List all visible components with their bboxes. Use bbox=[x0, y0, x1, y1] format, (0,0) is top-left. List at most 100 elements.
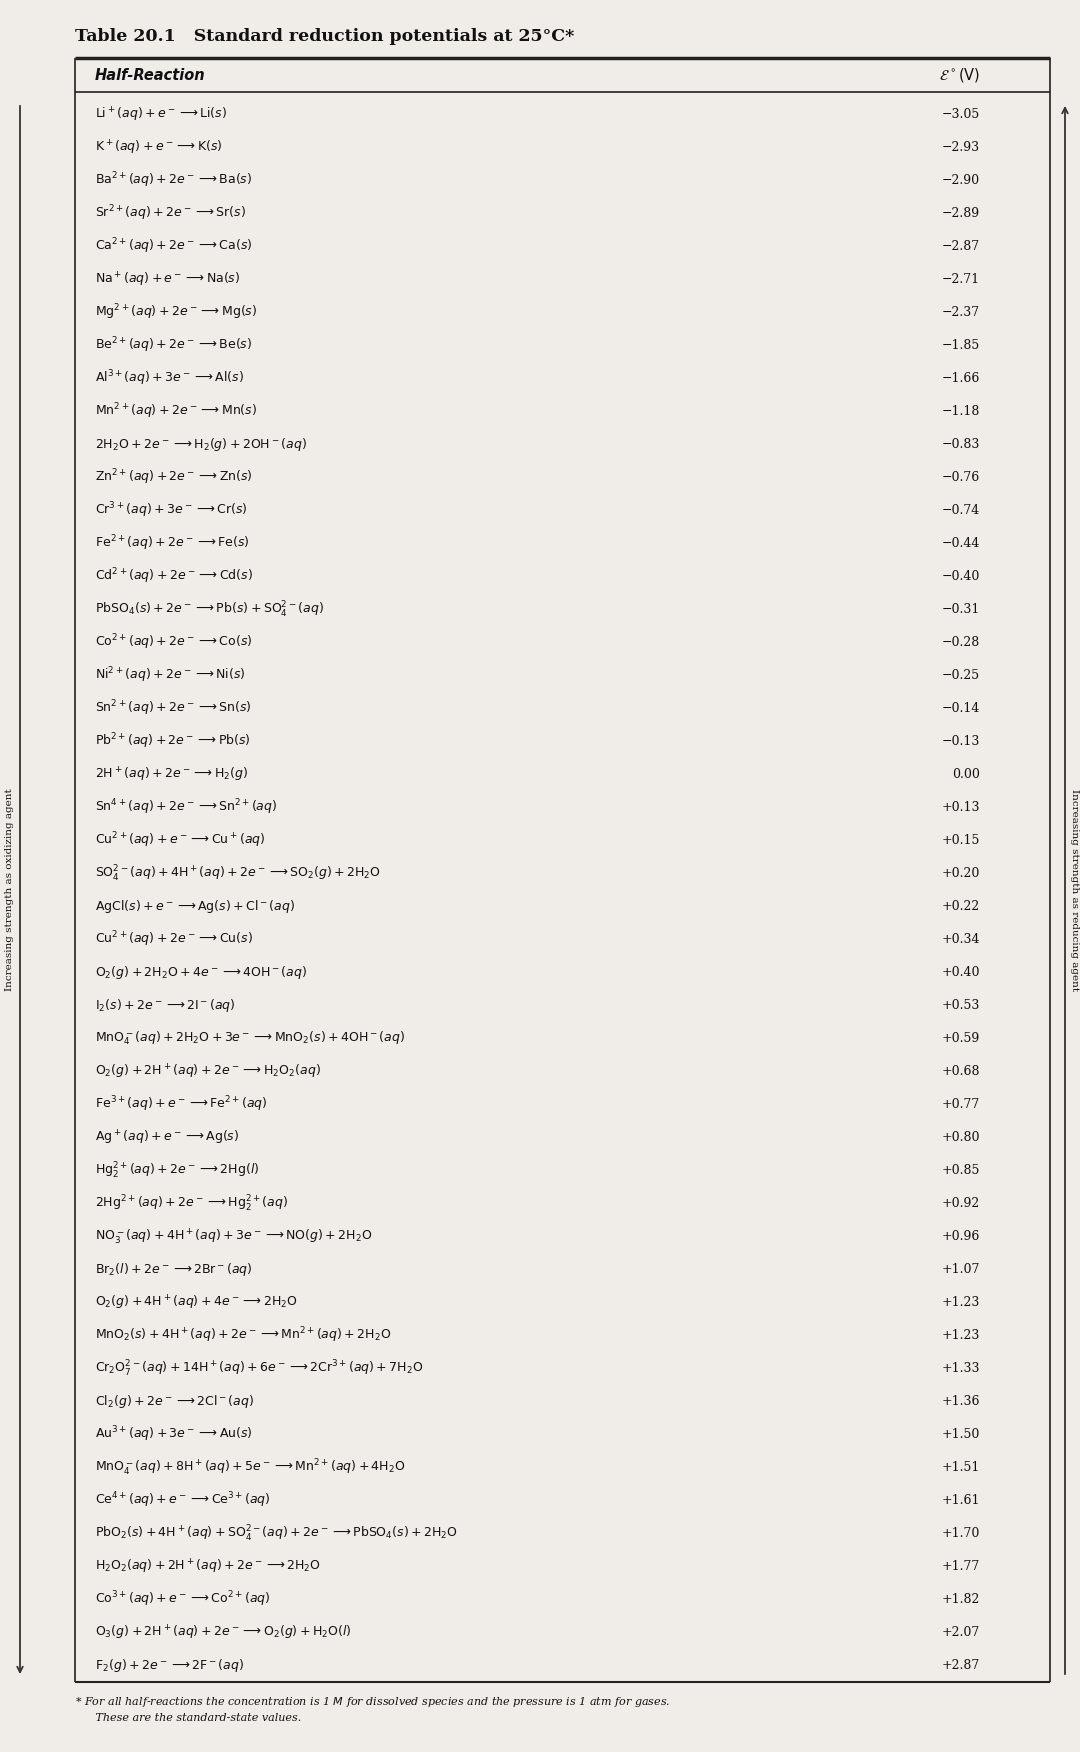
Text: +1.61: +1.61 bbox=[942, 1494, 980, 1507]
Text: −0.74: −0.74 bbox=[942, 505, 980, 517]
Text: Table 20.1   Standard reduction potentials at 25°C*: Table 20.1 Standard reduction potentials… bbox=[75, 28, 575, 46]
Text: −0.25: −0.25 bbox=[942, 669, 980, 682]
Text: $\mathrm{PbO_2(\mathit{s}) + 4H^+(\mathit{aq}) + SO_4^{2-}(\mathit{aq}) + 2\math: $\mathrm{PbO_2(\mathit{s}) + 4H^+(\mathi… bbox=[95, 1524, 458, 1544]
Text: +0.34: +0.34 bbox=[942, 934, 980, 946]
Text: −0.28: −0.28 bbox=[942, 636, 980, 648]
Text: +0.40: +0.40 bbox=[942, 965, 980, 979]
Text: +0.15: +0.15 bbox=[942, 834, 980, 846]
Text: $\mathrm{MnO_2(\mathit{s}) + 4H^+(\mathit{aq}) + 2\mathit{e}^- \longrightarrow M: $\mathrm{MnO_2(\mathit{s}) + 4H^+(\mathi… bbox=[95, 1326, 391, 1346]
Text: $\mathrm{Au^{3+}(\mathit{aq}) + 3\mathit{e}^- \longrightarrow Au(\mathit{s})}$: $\mathrm{Au^{3+}(\mathit{aq}) + 3\mathit… bbox=[95, 1424, 253, 1444]
Text: −2.90: −2.90 bbox=[942, 173, 980, 187]
Text: +1.33: +1.33 bbox=[942, 1361, 980, 1375]
Text: These are the standard-state values.: These are the standard-state values. bbox=[85, 1713, 301, 1722]
Text: +1.70: +1.70 bbox=[942, 1528, 980, 1540]
Text: +1.23: +1.23 bbox=[942, 1296, 980, 1309]
Text: $\mathcal{E}^\circ\mathrm{(V)}$: $\mathcal{E}^\circ\mathrm{(V)}$ bbox=[939, 67, 980, 84]
Text: $\mathrm{Li^+(\mathit{aq}) + \mathit{e}^- \longrightarrow Li(\mathit{s})}$: $\mathrm{Li^+(\mathit{aq}) + \mathit{e}^… bbox=[95, 105, 227, 124]
Text: $\mathrm{Al^{3+}(\mathit{aq}) + 3\mathit{e}^- \longrightarrow Al(\mathit{s})}$: $\mathrm{Al^{3+}(\mathit{aq}) + 3\mathit… bbox=[95, 368, 244, 389]
Text: −2.87: −2.87 bbox=[942, 240, 980, 252]
Text: +0.59: +0.59 bbox=[942, 1032, 980, 1044]
Text: $\mathrm{SO_4^{2-}(\mathit{aq}) + 4H^+(\mathit{aq}) + 2\mathit{e}^- \longrightar: $\mathrm{SO_4^{2-}(\mathit{aq}) + 4H^+(\… bbox=[95, 864, 381, 883]
Text: +0.85: +0.85 bbox=[942, 1163, 980, 1177]
Text: $\mathrm{MnO_4^-(\mathit{aq}) + 8H^+(\mathit{aq}) + 5\mathit{e}^- \longrightarro: $\mathrm{MnO_4^-(\mathit{aq}) + 8H^+(\ma… bbox=[95, 1458, 405, 1477]
Text: −0.40: −0.40 bbox=[942, 569, 980, 583]
Text: +0.53: +0.53 bbox=[942, 999, 980, 1013]
Text: $\mathrm{Cr_2O_7^{2-}(\mathit{aq}) + 14H^+(\mathit{aq}) + 6\mathit{e}^- \longrig: $\mathrm{Cr_2O_7^{2-}(\mathit{aq}) + 14H… bbox=[95, 1358, 423, 1379]
Text: $\mathrm{K^+(\mathit{aq}) + \mathit{e}^- \longrightarrow K(\mathit{s})}$: $\mathrm{K^+(\mathit{aq}) + \mathit{e}^-… bbox=[95, 138, 222, 156]
Text: −2.37: −2.37 bbox=[942, 307, 980, 319]
Text: $\mathrm{Pb^{2+}(\mathit{aq}) + 2\mathit{e}^- \longrightarrow Pb(\mathit{s})}$: $\mathrm{Pb^{2+}(\mathit{aq}) + 2\mathit… bbox=[95, 732, 251, 752]
Text: $\mathrm{Ag^+(\mathit{aq}) + \mathit{e}^- \longrightarrow Ag(\mathit{s})}$: $\mathrm{Ag^+(\mathit{aq}) + \mathit{e}^… bbox=[95, 1128, 240, 1146]
Text: $\mathrm{Co^{3+}(\mathit{aq}) + \mathit{e}^- \longrightarrow Co^{2+}(\mathit{aq}: $\mathrm{Co^{3+}(\mathit{aq}) + \mathit{… bbox=[95, 1589, 270, 1610]
Text: +2.07: +2.07 bbox=[942, 1626, 980, 1640]
Text: −1.85: −1.85 bbox=[942, 338, 980, 352]
Text: $\mathrm{I_2(\mathit{s}) + 2\mathit{e}^- \longrightarrow 2I^-(\mathit{aq})}$: $\mathrm{I_2(\mathit{s}) + 2\mathit{e}^-… bbox=[95, 997, 235, 1014]
Text: $\mathrm{O_2(\mathit{g}) + 2H_2O + 4\mathit{e}^- \longrightarrow 4OH^-(\mathit{a: $\mathrm{O_2(\mathit{g}) + 2H_2O + 4\mat… bbox=[95, 964, 308, 981]
Text: $\mathrm{Fe^{2+}(\mathit{aq}) + 2\mathit{e}^- \longrightarrow Fe(\mathit{s})}$: $\mathrm{Fe^{2+}(\mathit{aq}) + 2\mathit… bbox=[95, 534, 249, 554]
Text: −0.76: −0.76 bbox=[942, 471, 980, 484]
Text: Half-Reaction: Half-Reaction bbox=[95, 68, 205, 82]
Text: $\mathrm{Ba^{2+}(\mathit{aq}) + 2\mathit{e}^- \longrightarrow Ba(\mathit{s})}$: $\mathrm{Ba^{2+}(\mathit{aq}) + 2\mathit… bbox=[95, 170, 253, 191]
Text: $\mathrm{Mn^{2+}(\mathit{aq}) + 2\mathit{e}^- \longrightarrow Mn(\mathit{s})}$: $\mathrm{Mn^{2+}(\mathit{aq}) + 2\mathit… bbox=[95, 401, 257, 420]
Text: +2.87: +2.87 bbox=[942, 1659, 980, 1671]
Text: $\mathrm{O_2(\mathit{g}) + 4H^+(\mathit{aq}) + 4\mathit{e}^- \longrightarrow 2H_: $\mathrm{O_2(\mathit{g}) + 4H^+(\mathit{… bbox=[95, 1293, 298, 1312]
Text: +1.51: +1.51 bbox=[942, 1461, 980, 1473]
Text: $\mathrm{Hg_2^{2+}(\mathit{aq}) + 2\mathit{e}^- \longrightarrow 2Hg(\mathit{l})}: $\mathrm{Hg_2^{2+}(\mathit{aq}) + 2\math… bbox=[95, 1160, 259, 1181]
Text: +1.36: +1.36 bbox=[942, 1395, 980, 1409]
Text: $\mathrm{Sr^{2+}(\mathit{aq}) + 2\mathit{e}^- \longrightarrow Sr(\mathit{s})}$: $\mathrm{Sr^{2+}(\mathit{aq}) + 2\mathit… bbox=[95, 203, 246, 223]
Text: −0.83: −0.83 bbox=[942, 438, 980, 450]
Text: $\mathrm{NO_3^-(\mathit{aq}) + 4H^+(\mathit{aq}) + 3\mathit{e}^- \longrightarrow: $\mathrm{NO_3^-(\mathit{aq}) + 4H^+(\mat… bbox=[95, 1226, 373, 1246]
Text: $\mathrm{Mg^{2+}(\mathit{aq}) + 2\mathit{e}^- \longrightarrow Mg(\mathit{s})}$: $\mathrm{Mg^{2+}(\mathit{aq}) + 2\mathit… bbox=[95, 303, 257, 322]
Text: $\mathrm{Ce^{4+}(\mathit{aq}) + \mathit{e}^- \longrightarrow Ce^{3+}(\mathit{aq}: $\mathrm{Ce^{4+}(\mathit{aq}) + \mathit{… bbox=[95, 1491, 270, 1510]
Text: $\mathrm{2H^+(\mathit{aq}) + 2\mathit{e}^- \longrightarrow H_2(\mathit{g})}$: $\mathrm{2H^+(\mathit{aq}) + 2\mathit{e}… bbox=[95, 766, 248, 783]
Text: $\mathrm{H_2O_2(\mathit{aq}) + 2H^+(\mathit{aq}) + 2\mathit{e}^- \longrightarrow: $\mathrm{H_2O_2(\mathit{aq}) + 2H^+(\mat… bbox=[95, 1558, 321, 1575]
Text: $\mathrm{2H_2O + 2\mathit{e}^- \longrightarrow H_2(\mathit{g}) + 2OH^-(\mathit{a: $\mathrm{2H_2O + 2\mathit{e}^- \longrigh… bbox=[95, 436, 307, 454]
Text: $\mathrm{Fe^{3+}(\mathit{aq}) + \mathit{e}^- \longrightarrow Fe^{2+}(\mathit{aq}: $\mathrm{Fe^{3+}(\mathit{aq}) + \mathit{… bbox=[95, 1095, 268, 1114]
Text: $\mathrm{Ca^{2+}(\mathit{aq}) + 2\mathit{e}^- \longrightarrow Ca(\mathit{s})}$: $\mathrm{Ca^{2+}(\mathit{aq}) + 2\mathit… bbox=[95, 237, 253, 256]
Text: −0.14: −0.14 bbox=[942, 703, 980, 715]
Text: $\mathrm{Zn^{2+}(\mathit{aq}) + 2\mathit{e}^- \longrightarrow Zn(\mathit{s})}$: $\mathrm{Zn^{2+}(\mathit{aq}) + 2\mathit… bbox=[95, 468, 253, 487]
Text: −2.71: −2.71 bbox=[942, 273, 980, 286]
Text: +0.13: +0.13 bbox=[942, 801, 980, 815]
Text: +1.07: +1.07 bbox=[942, 1263, 980, 1275]
Text: $\mathrm{Be^{2+}(\mathit{aq}) + 2\mathit{e}^- \longrightarrow Be(\mathit{s})}$: $\mathrm{Be^{2+}(\mathit{aq}) + 2\mathit… bbox=[95, 336, 253, 356]
Text: $\mathrm{MnO_4^-(\mathit{aq}) + 2H_2O + 3\mathit{e}^- \longrightarrow MnO_2(\mat: $\mathrm{MnO_4^-(\mathit{aq}) + 2H_2O + … bbox=[95, 1030, 405, 1048]
Text: +0.22: +0.22 bbox=[942, 901, 980, 913]
Text: $\mathrm{O_2(\mathit{g}) + 2H^+(\mathit{aq}) + 2\mathit{e}^- \longrightarrow H_2: $\mathrm{O_2(\mathit{g}) + 2H^+(\mathit{… bbox=[95, 1062, 321, 1081]
Text: −2.93: −2.93 bbox=[942, 140, 980, 154]
Text: $\mathrm{2Hg^{2+}(\mathit{aq}) + 2\mathit{e}^- \longrightarrow Hg_2^{2+}(\mathit: $\mathrm{2Hg^{2+}(\mathit{aq}) + 2\mathi… bbox=[95, 1193, 288, 1214]
Text: * For all half-reactions the concentration is 1 $M$ for dissolved species and th: * For all half-reactions the concentrati… bbox=[75, 1694, 671, 1708]
Text: $\mathrm{Sn^{4+}(\mathit{aq}) + 2\mathit{e}^- \longrightarrow Sn^{2+}(\mathit{aq: $\mathrm{Sn^{4+}(\mathit{aq}) + 2\mathit… bbox=[95, 797, 278, 816]
Text: −1.66: −1.66 bbox=[942, 371, 980, 385]
Text: $\mathrm{Ni^{2+}(\mathit{aq}) + 2\mathit{e}^- \longrightarrow Ni(\mathit{s})}$: $\mathrm{Ni^{2+}(\mathit{aq}) + 2\mathit… bbox=[95, 666, 245, 685]
Text: +0.20: +0.20 bbox=[942, 867, 980, 880]
Text: $\mathrm{Cu^{2+}(\mathit{aq}) + 2\mathit{e}^- \longrightarrow Cu(\mathit{s})}$: $\mathrm{Cu^{2+}(\mathit{aq}) + 2\mathit… bbox=[95, 930, 253, 950]
Text: +0.80: +0.80 bbox=[942, 1132, 980, 1144]
Text: $\mathrm{Cd^{2+}(\mathit{aq}) + 2\mathit{e}^- \longrightarrow Cd(\mathit{s})}$: $\mathrm{Cd^{2+}(\mathit{aq}) + 2\mathit… bbox=[95, 566, 253, 587]
Text: −3.05: −3.05 bbox=[942, 109, 980, 121]
Text: −0.44: −0.44 bbox=[942, 538, 980, 550]
Text: +0.92: +0.92 bbox=[942, 1197, 980, 1211]
Text: Increasing strength as reducing agent: Increasing strength as reducing agent bbox=[1070, 788, 1080, 992]
Text: $\mathrm{Br_2(\mathit{l}) + 2\mathit{e}^- \longrightarrow 2Br^-(\mathit{aq})}$: $\mathrm{Br_2(\mathit{l}) + 2\mathit{e}^… bbox=[95, 1261, 253, 1277]
Text: $\mathrm{AgCl(\mathit{s}) + \mathit{e}^- \longrightarrow Ag(\mathit{s}) + Cl^-(\: $\mathrm{AgCl(\mathit{s}) + \mathit{e}^-… bbox=[95, 899, 295, 915]
Text: $\mathrm{Sn^{2+}(\mathit{aq}) + 2\mathit{e}^- \longrightarrow Sn(\mathit{s})}$: $\mathrm{Sn^{2+}(\mathit{aq}) + 2\mathit… bbox=[95, 699, 252, 718]
Text: $\mathrm{PbSO_4(\mathit{s}) + 2\mathit{e}^- \longrightarrow Pb(\mathit{s}) + SO_: $\mathrm{PbSO_4(\mathit{s}) + 2\mathit{e… bbox=[95, 599, 324, 620]
Text: 0.00: 0.00 bbox=[953, 767, 980, 781]
Text: +1.23: +1.23 bbox=[942, 1330, 980, 1342]
Text: $\mathrm{Cu^{2+}(\mathit{aq}) + \mathit{e}^- \longrightarrow Cu^+(\mathit{aq})}$: $\mathrm{Cu^{2+}(\mathit{aq}) + \mathit{… bbox=[95, 830, 266, 850]
Text: $\mathrm{Cl_2(\mathit{g}) + 2\mathit{e}^- \longrightarrow 2Cl^-(\mathit{aq})}$: $\mathrm{Cl_2(\mathit{g}) + 2\mathit{e}^… bbox=[95, 1393, 254, 1410]
Text: −0.31: −0.31 bbox=[942, 603, 980, 617]
Text: +0.96: +0.96 bbox=[942, 1230, 980, 1242]
Text: −0.13: −0.13 bbox=[942, 736, 980, 748]
Text: −2.89: −2.89 bbox=[942, 207, 980, 221]
Text: −1.18: −1.18 bbox=[942, 405, 980, 419]
Text: +1.77: +1.77 bbox=[942, 1559, 980, 1573]
Text: $\mathrm{F_2(\mathit{g}) + 2\mathit{e}^- \longrightarrow 2F^-(\mathit{aq})}$: $\mathrm{F_2(\mathit{g}) + 2\mathit{e}^-… bbox=[95, 1657, 244, 1673]
Text: Increasing strength as oxidizing agent: Increasing strength as oxidizing agent bbox=[5, 788, 14, 992]
Text: +1.82: +1.82 bbox=[942, 1593, 980, 1607]
Text: $\mathrm{O_3(\mathit{g}) + 2H^+(\mathit{aq}) + 2\mathit{e}^- \longrightarrow O_2: $\mathrm{O_3(\mathit{g}) + 2H^+(\mathit{… bbox=[95, 1624, 352, 1642]
Text: $\mathrm{Na^+(\mathit{aq}) + \mathit{e}^- \longrightarrow Na(\mathit{s})}$: $\mathrm{Na^+(\mathit{aq}) + \mathit{e}^… bbox=[95, 270, 240, 289]
Text: +0.77: +0.77 bbox=[942, 1099, 980, 1111]
Text: $\mathrm{Co^{2+}(\mathit{aq}) + 2\mathit{e}^- \longrightarrow Co(\mathit{s})}$: $\mathrm{Co^{2+}(\mathit{aq}) + 2\mathit… bbox=[95, 632, 253, 652]
